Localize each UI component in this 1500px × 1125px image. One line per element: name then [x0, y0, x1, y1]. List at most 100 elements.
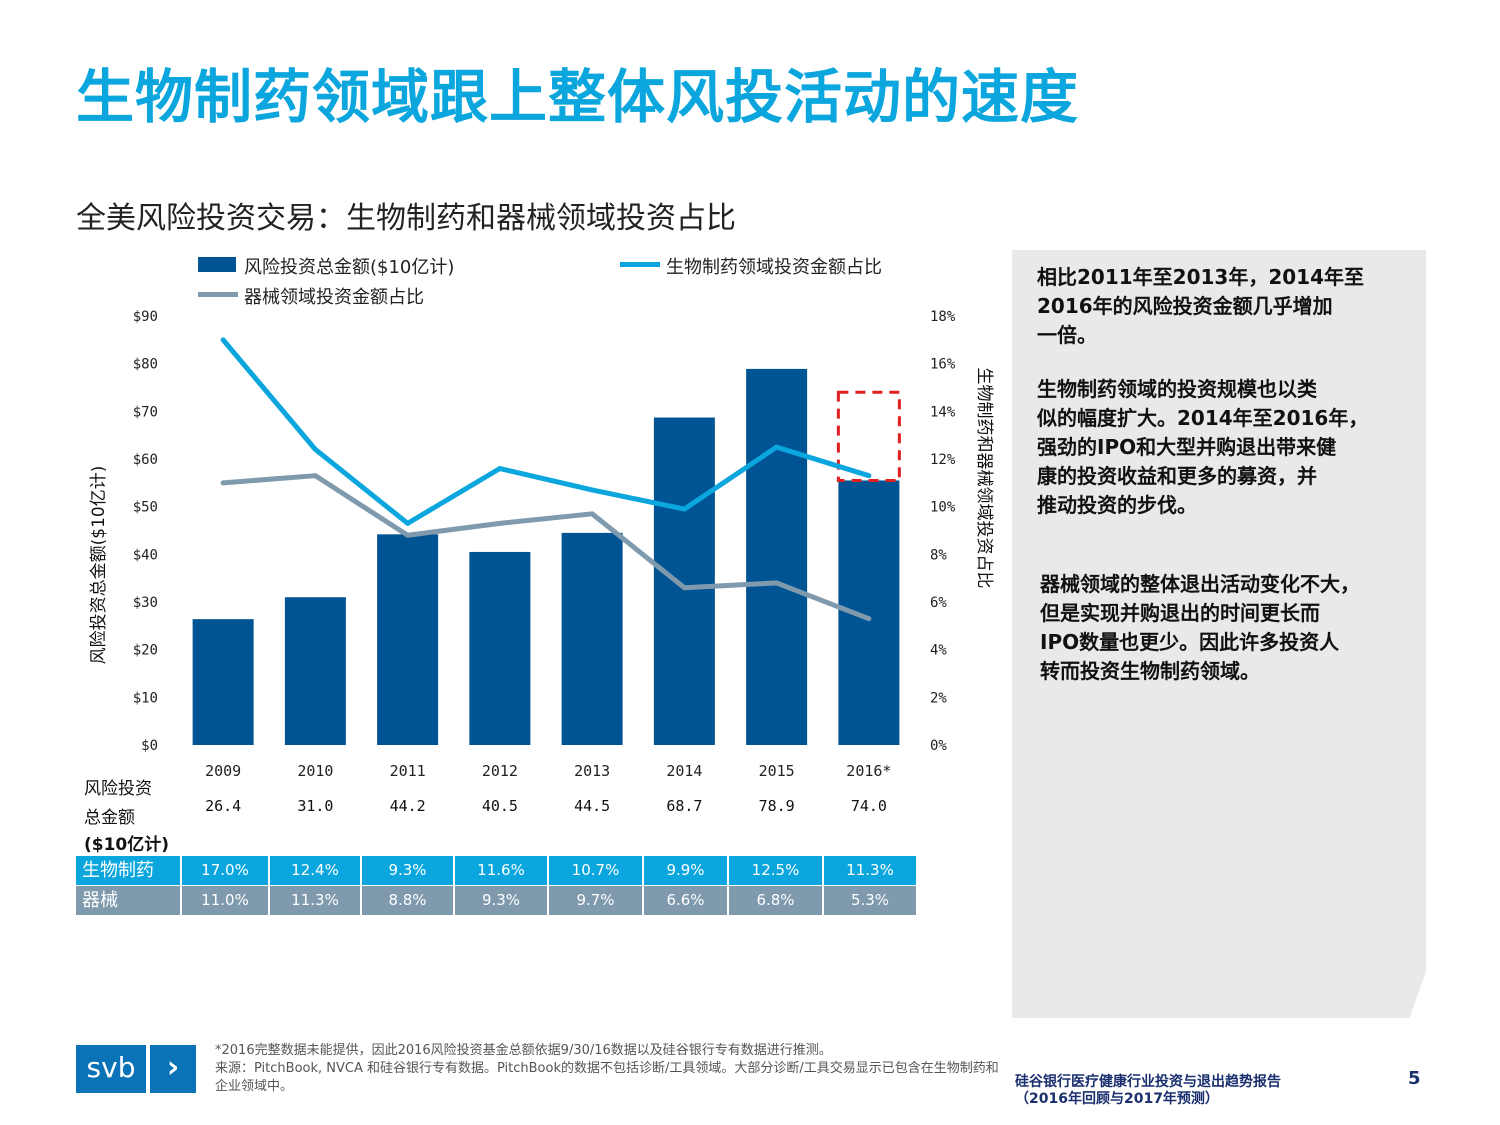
legend-swatch-biopharma — [620, 262, 660, 267]
legend-label-biopharma: 生物制药领域投资金额占比 — [666, 257, 882, 278]
right-axis-tick-label: 12% — [930, 452, 956, 468]
point-biopharma-2013 — [589, 487, 595, 493]
point-biopharma-2015 — [774, 444, 780, 450]
device-share-cell: 8.8% — [360, 886, 453, 915]
projection-box-2016 — [836, 390, 901, 482]
report-title: 硅谷银行医疗健康行业投资与退出趋势报告 （2016年回顾与2017年预测） — [1015, 1074, 1281, 1107]
point-device-2009 — [220, 480, 226, 486]
right-axis-tick-label: 4% — [930, 643, 947, 659]
left-axis-tick-label: $90 — [133, 309, 158, 325]
legend-swatch-total — [198, 257, 236, 272]
total-value-cell: 44.2 — [389, 797, 426, 815]
chevron-right-icon: › — [150, 1045, 196, 1093]
point-biopharma-2009 — [220, 337, 226, 343]
svb-logo-text: svb — [76, 1045, 146, 1093]
biopharma-share-cell: 17.0% — [180, 856, 268, 885]
left-axis-tick-label: $60 — [133, 452, 158, 468]
biopharma-share-cell: 11.6% — [453, 856, 547, 885]
commentary-panel — [1012, 250, 1426, 1018]
total-row-label-line2: 总金额 — [84, 808, 135, 828]
left-axis-tick-label: $30 — [133, 595, 158, 611]
total-row-label-line1: 风险投资 — [84, 779, 152, 799]
left-axis-tick-label: $80 — [133, 357, 158, 373]
total-value-cell: 31.0 — [297, 797, 334, 815]
line-biopharma-share — [221, 338, 870, 526]
x-axis-category-label: 2010 — [297, 762, 333, 780]
commentary-paragraph-1: 相比2011年至2013年，2014年至 2016年的风险投资金额几乎增加 一倍… — [1037, 265, 1364, 347]
left-axis-tick-label: $0 — [141, 738, 158, 754]
footnote-line-2: 来源：PitchBook, NVCA 和硅谷银行专有数据。PitchBook的数… — [215, 1061, 999, 1094]
bar-total-2011 — [377, 534, 439, 745]
bar-total-2012 — [469, 551, 531, 745]
biopharma-share-cell: 10.7% — [547, 856, 642, 885]
svb-logo: svb › — [76, 1045, 196, 1093]
bar-total-2010 — [284, 597, 346, 745]
bar-total-2013 — [561, 532, 623, 745]
biopharma-share-cell: 12.5% — [727, 856, 822, 885]
point-biopharma-2012 — [497, 466, 503, 472]
biopharma-share-cell: 11.3% — [822, 856, 916, 885]
right-axis-tick-label: 8% — [930, 547, 947, 563]
x-axis-category-label: 2016* — [846, 762, 891, 780]
point-device-2013 — [589, 511, 595, 517]
x-axis-category-label: 2012 — [482, 762, 518, 780]
total-value-cell: 44.5 — [574, 797, 611, 815]
commentary-paragraph-2: 生物制药领域的投资规模也以类 似的幅度扩大。2014年至2016年， 强劲的IP… — [1037, 377, 1369, 517]
right-axis-title: 生物制药和器械领域投资占比 — [974, 368, 994, 589]
legend-swatch-device — [198, 292, 238, 297]
device-share-cell: 9.7% — [547, 886, 642, 915]
x-axis-category-label: 2009 — [205, 762, 241, 780]
point-biopharma-2016* — [866, 473, 872, 479]
page-number: 5 — [1408, 1068, 1421, 1089]
point-device-2011 — [405, 532, 411, 538]
point-device-2014 — [681, 585, 687, 591]
point-device-2015 — [774, 580, 780, 586]
left-axis-title: 风险投资总金额($10亿计) — [89, 466, 109, 665]
biopharma-share-cell: 9.9% — [642, 856, 727, 885]
point-device-2010 — [312, 473, 318, 479]
biopharma-share-cell: 12.4% — [268, 856, 360, 885]
total-value-cell: 40.5 — [481, 797, 518, 815]
point-biopharma-2010 — [312, 446, 318, 452]
right-axis-tick-label: 2% — [930, 690, 947, 706]
footnote: *2016完整数据未能提供，因此2016风险投资基金总额依据9/30/16数据以… — [215, 1042, 1005, 1096]
point-device-2012 — [497, 520, 503, 526]
device-share-cell: 9.3% — [453, 886, 547, 915]
device-share-cell: 5.3% — [822, 886, 916, 915]
left-axis-tick-label: $20 — [133, 643, 158, 659]
biopharma-row-label: 生物制药 — [76, 856, 180, 885]
right-axis-tick-label: 16% — [930, 357, 956, 373]
total-value-cell: 26.4 — [205, 797, 242, 815]
device-share-cell: 11.0% — [180, 886, 268, 915]
right-axis-tick-label: 0% — [930, 738, 947, 754]
right-axis-tick-label: 10% — [930, 500, 956, 516]
device-row — [76, 886, 916, 915]
left-axis-tick-label: $10 — [133, 690, 158, 706]
device-row-label: 器械 — [76, 886, 180, 915]
biopharma-share-cell: 9.3% — [360, 856, 453, 885]
right-axis-tick-label: 6% — [930, 595, 947, 611]
left-axis-tick-label: $70 — [133, 404, 158, 420]
device-share-cell: 11.3% — [268, 886, 360, 915]
left-axis-tick-label: $40 — [133, 547, 158, 563]
x-axis-category-label: 2011 — [390, 762, 426, 780]
right-axis-tick-label: 18% — [930, 309, 956, 325]
total-row-label-line3: ($10亿计) — [84, 835, 170, 855]
footnote-line-1: *2016完整数据未能提供，因此2016风险投资基金总额依据9/30/16数据以… — [215, 1043, 832, 1058]
biopharma-row — [76, 856, 916, 885]
bar-total-2009 — [192, 619, 254, 745]
commentary-paragraph-3: 器械领域的整体退出活动变化不大， 但是实现并购退出的时间更长而 IPO数量也更少… — [1040, 572, 1360, 683]
total-value-cell: 78.9 — [758, 797, 795, 815]
combo-chart: $0 $10 $20 $30 $40 $50 $60 $70 $80 $90 0% 2% 4% 6% 8% 1… — [89, 257, 994, 780]
point-biopharma-2014 — [681, 506, 687, 512]
chart-subtitle: 全美风险投资交易：生物制药和器械领域投资占比 — [76, 201, 736, 236]
x-axis-category-label: 2013 — [574, 762, 610, 780]
x-axis-category-label: 2015 — [759, 762, 795, 780]
total-value-cell: 68.7 — [666, 797, 703, 815]
bar-total-2014 — [653, 417, 715, 745]
total-value-cell: 74.0 — [850, 797, 887, 815]
page-title: 生物制药领域跟上整体风投活动的速度 — [76, 63, 1080, 131]
point-device-2016* — [866, 616, 872, 622]
device-share-cell: 6.6% — [642, 886, 727, 915]
x-axis-category-label: 2014 — [666, 762, 702, 780]
